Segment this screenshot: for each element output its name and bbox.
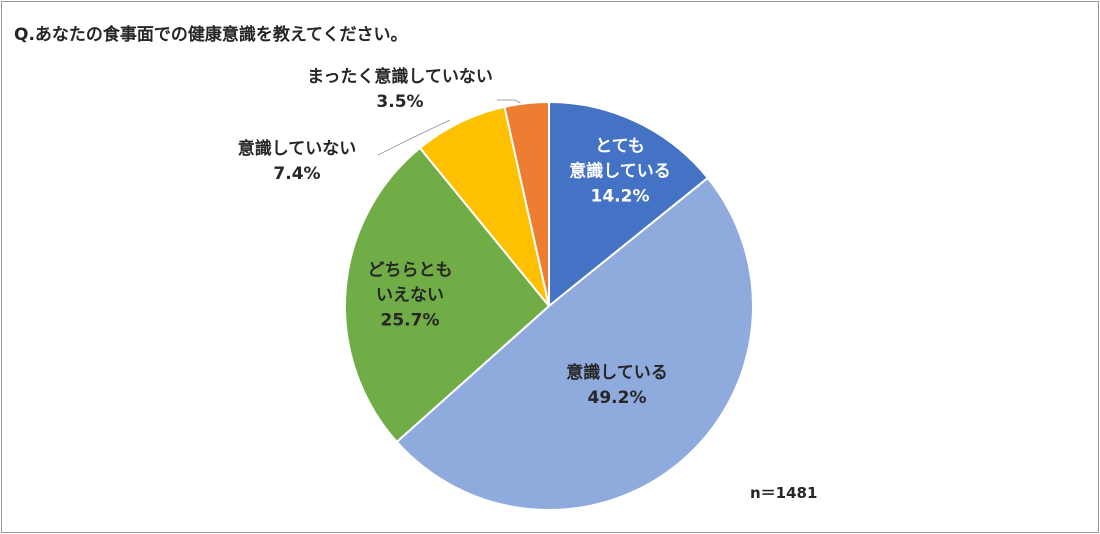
- category-label: 意識していない: [237, 139, 357, 159]
- slice-label: とても 意識している 14.2%: [569, 135, 671, 210]
- pie-slice: [344, 146, 551, 444]
- value-label: 14.2%: [590, 186, 650, 207]
- category-label: とても 意識している: [569, 136, 671, 182]
- slice-label: 意識している 49.2%: [566, 361, 668, 411]
- value-label: 3.5%: [376, 92, 424, 112]
- slice-label: どちらとも いえない 25.7%: [368, 259, 453, 334]
- leader-line: [377, 119, 451, 156]
- value-label: 25.7%: [380, 310, 440, 331]
- category-label: 意識している: [566, 363, 668, 383]
- category-label: どちらとも いえない: [367, 260, 453, 306]
- value-label: 49.2%: [587, 388, 647, 408]
- pie-slice: [548, 100, 710, 309]
- category-label: まったく意識していない: [307, 67, 493, 87]
- chart-title: Q.あなたの食事面での健康意識を教えてください。: [14, 25, 408, 45]
- sample-size: n＝1481: [750, 484, 818, 502]
- slice-label: 意識していない 7.4%: [238, 137, 357, 187]
- value-label: 7.4%: [273, 164, 321, 184]
- pie-slice: [395, 176, 754, 511]
- pie-slice: [503, 100, 550, 307]
- slice-label: まったく意識していない 3.5%: [307, 65, 493, 115]
